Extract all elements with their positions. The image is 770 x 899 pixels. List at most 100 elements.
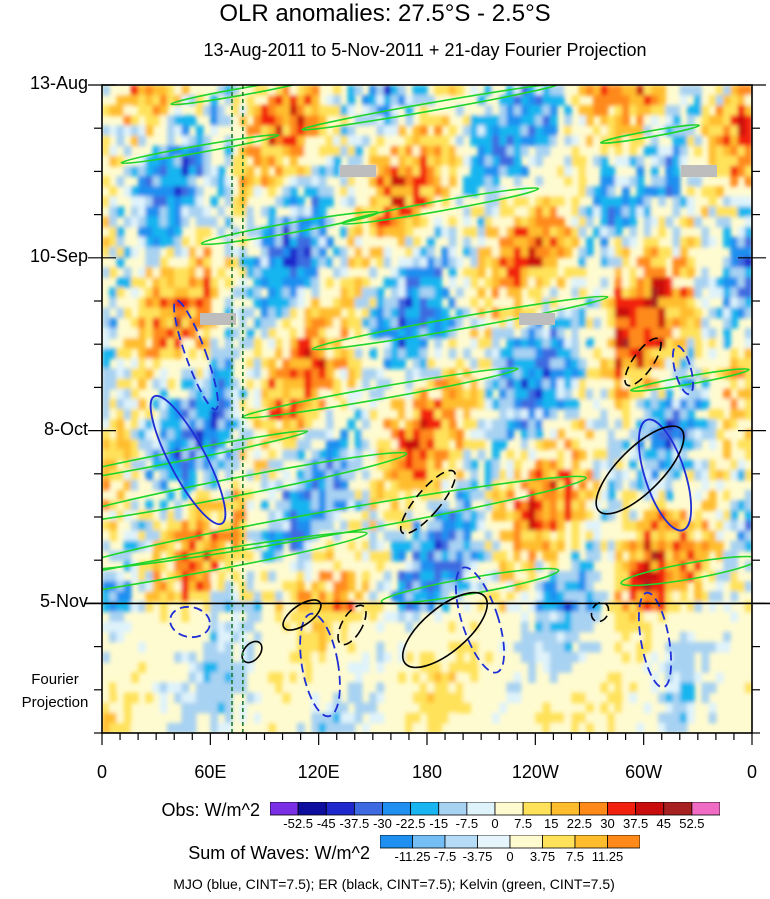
- field-cell: [708, 267, 717, 278]
- field-cell: [362, 105, 370, 116]
- field-cell: [744, 236, 752, 248]
- field-cell: [549, 439, 558, 451]
- field-cell: [311, 510, 320, 521]
- field-cell: [578, 449, 587, 461]
- field-cell: [304, 560, 313, 572]
- field-cell: [210, 530, 219, 542]
- field-cell: [297, 530, 305, 542]
- field-cell: [116, 378, 125, 390]
- field-cell: [275, 510, 284, 521]
- field-cell: [687, 692, 695, 704]
- field-cell: [687, 702, 695, 714]
- field-cell: [528, 125, 536, 137]
- field-cell: [622, 601, 630, 613]
- field-cell: [492, 257, 500, 268]
- field-cell: [708, 338, 717, 349]
- field-cell: [477, 105, 486, 116]
- field-cell: [549, 368, 558, 380]
- field-cell: [282, 520, 291, 532]
- colorbar-swatch: [382, 802, 412, 816]
- field-cell: [506, 490, 515, 501]
- field-cell: [224, 550, 233, 562]
- x-tick-label: 60W: [625, 762, 663, 782]
- field-cell: [672, 338, 681, 349]
- field-cell: [419, 601, 428, 613]
- field-cell: [333, 449, 341, 461]
- field-cell: [701, 591, 710, 602]
- field-cell: [585, 247, 594, 258]
- field-cell: [232, 206, 240, 218]
- field-cell: [419, 722, 428, 733]
- field-cell: [159, 317, 168, 329]
- field-cell: [643, 277, 652, 289]
- field-cell: [138, 358, 146, 370]
- field-cell: [246, 125, 255, 137]
- mjo-contour: [149, 394, 227, 526]
- field-cell: [672, 115, 681, 127]
- field-cell: [744, 307, 752, 319]
- field-cell: [557, 500, 565, 511]
- field-cell: [116, 358, 125, 370]
- field-cell: [513, 510, 522, 521]
- field-cell: [723, 166, 731, 177]
- field-cell: [102, 479, 110, 491]
- field-cell: [687, 601, 695, 613]
- field-cell: [578, 206, 587, 218]
- field-cell: [629, 155, 638, 167]
- field-cell: [744, 429, 752, 440]
- field-cell: [694, 236, 703, 248]
- field-cell: [542, 662, 551, 673]
- field-cell: [145, 530, 154, 542]
- field-cell: [289, 247, 298, 258]
- field-cell: [311, 439, 320, 451]
- field-cell: [564, 439, 573, 451]
- field-cell: [340, 297, 349, 309]
- field-cell: [744, 257, 752, 268]
- field-cell: [369, 388, 378, 400]
- field-cell: [275, 135, 284, 147]
- field-cell: [304, 510, 313, 521]
- field-cell: [477, 338, 486, 349]
- field-cell: [123, 328, 132, 339]
- field-cell: [318, 226, 327, 238]
- field-cell: [188, 560, 197, 572]
- field-cell: [159, 145, 168, 157]
- field-cell: [224, 662, 233, 673]
- field-cell: [412, 196, 421, 208]
- field-cell: [340, 490, 349, 501]
- field-cell: [325, 490, 334, 501]
- field-cell: [347, 611, 356, 623]
- field-cell: [687, 641, 695, 653]
- field-cell: [650, 409, 659, 420]
- field-cell: [167, 236, 175, 248]
- field-cell: [593, 348, 601, 359]
- field-cell: [723, 510, 731, 521]
- field-cell: [116, 409, 125, 420]
- field-cell: [362, 419, 370, 430]
- field-cell: [506, 247, 515, 258]
- field-cell: [195, 196, 204, 208]
- field-cell: [398, 459, 406, 471]
- field-cell: [506, 155, 515, 167]
- field-cell: [658, 550, 666, 562]
- field-cell: [217, 409, 226, 420]
- colorbar-tick-label: -52.5: [283, 816, 313, 831]
- field-cell: [708, 571, 717, 582]
- field-cell: [289, 125, 298, 137]
- kelvin-contour: [255, 0, 364, 23]
- field-cell: [679, 419, 688, 430]
- field-cell: [448, 125, 457, 137]
- field-cell: [622, 540, 630, 552]
- field-cell: [318, 196, 327, 208]
- field-cell: [138, 530, 146, 542]
- field-cell: [535, 135, 544, 147]
- field-cell: [224, 722, 233, 733]
- field-cell: [622, 115, 630, 127]
- field-cell: [325, 469, 334, 481]
- field-cell: [629, 510, 638, 521]
- field-cell: [629, 591, 638, 602]
- field-cell: [564, 105, 573, 116]
- field-cell: [369, 500, 378, 511]
- field-cell: [723, 307, 731, 319]
- field-cell: [434, 449, 443, 461]
